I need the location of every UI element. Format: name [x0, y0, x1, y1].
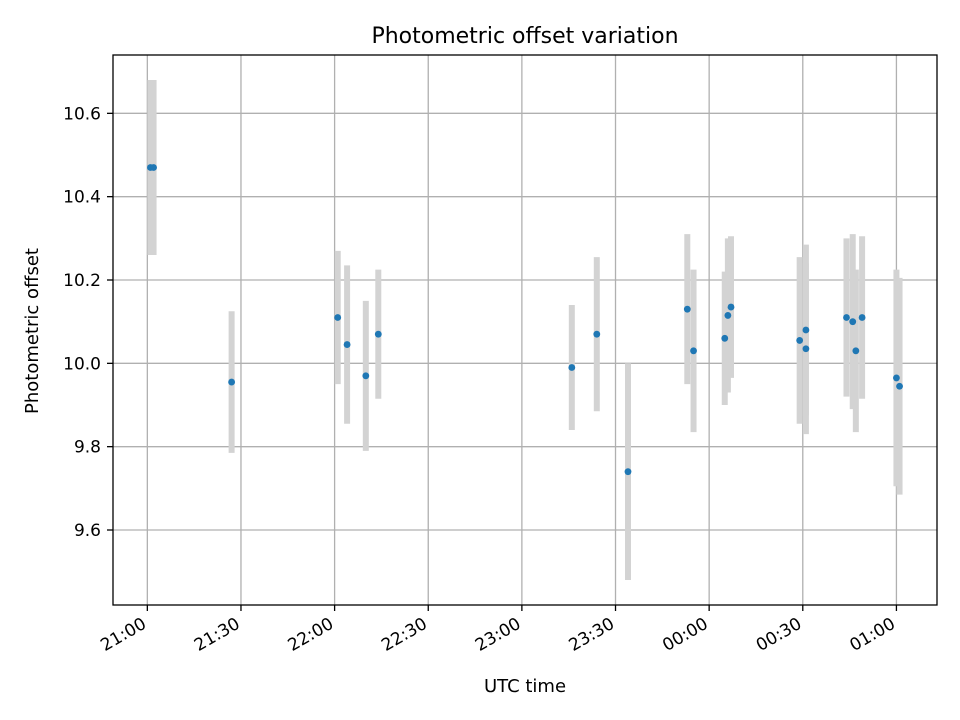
data-points — [147, 164, 903, 476]
grid — [113, 55, 937, 605]
y-tick-label: 10.6 — [63, 104, 101, 124]
data-point — [343, 341, 351, 348]
data-point — [849, 318, 857, 326]
data-point — [683, 305, 691, 313]
data-point — [150, 164, 157, 171]
data-point — [893, 374, 900, 382]
data-point — [724, 312, 732, 319]
data-point — [690, 347, 697, 355]
data-point — [568, 364, 576, 371]
x-tick-label: 22:30 — [378, 614, 430, 656]
x-tick-label: 00:00 — [659, 614, 711, 656]
x-tick-label: 23:00 — [472, 614, 524, 656]
data-point — [858, 314, 866, 321]
x-axis-label: UTC time — [484, 676, 566, 697]
data-point — [334, 314, 342, 321]
x-tick-label: 01:00 — [846, 614, 898, 656]
data-point — [593, 330, 601, 338]
y-axis-ticks: 9.6 9.8 10.0 10.2 10.4 10.6 — [63, 104, 113, 541]
y-tick-label: 9.6 — [74, 521, 101, 541]
y-tick-label: 10.2 — [63, 271, 101, 291]
data-point — [843, 314, 850, 321]
x-axis-ticks: 21:00 21:30 22:00 22:30 23:00 23:30 00:00 00:30… — [97, 605, 899, 656]
y-tick-label: 10.0 — [63, 354, 101, 374]
data-point — [721, 334, 729, 342]
errorbars — [147, 80, 903, 580]
data-point — [802, 326, 810, 334]
y-tick-label: 10.4 — [63, 188, 101, 208]
x-tick-label: 21:30 — [191, 614, 243, 656]
plot-frame — [112, 54, 938, 606]
data-point — [624, 468, 632, 476]
data-point — [796, 337, 804, 344]
data-point — [362, 372, 370, 380]
data-point — [896, 382, 903, 390]
data-point — [228, 378, 236, 386]
data-point — [802, 345, 810, 353]
x-tick-label: 21:00 — [97, 614, 149, 656]
x-tick-label: 22:00 — [285, 614, 337, 656]
chart-title: Photometric offset variation — [371, 24, 678, 49]
y-tick-label: 9.8 — [74, 438, 101, 458]
data-point — [374, 330, 382, 338]
x-tick-label: 00:30 — [753, 614, 805, 656]
y-axis-label: Photometric offset — [22, 248, 43, 414]
data-point — [727, 303, 735, 311]
x-tick-label: 23:30 — [566, 614, 618, 656]
data-point — [852, 347, 860, 355]
